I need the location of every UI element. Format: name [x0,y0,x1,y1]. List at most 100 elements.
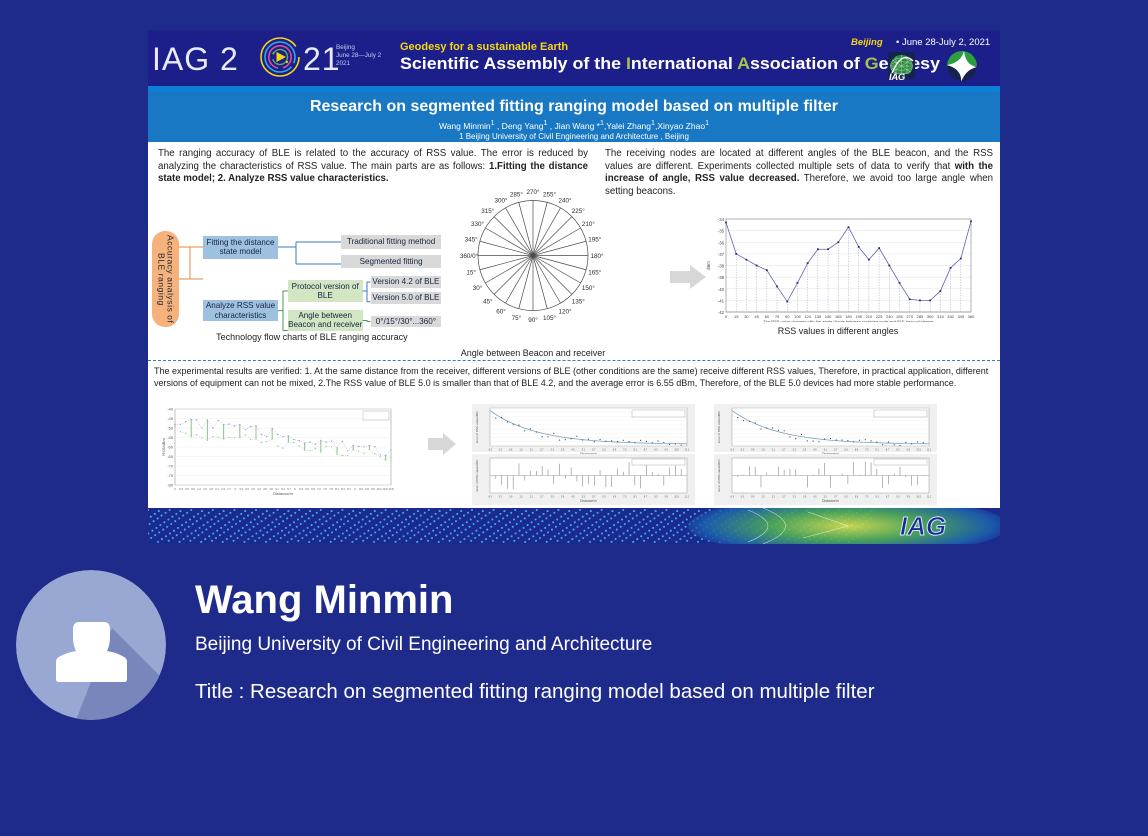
svg-text:2.7: 2.7 [227,487,231,491]
svg-text:Distance/m: Distance/m [822,499,839,503]
svg-text:The RSS value changes with the: The RSS value changes with the angle (An… [763,319,934,322]
svg-text:285°: 285° [510,190,524,198]
svg-text:Error of RSS value/dBm: Error of RSS value/dBm [475,459,479,491]
svg-text:3.6: 3.6 [245,487,249,491]
svg-text:180°: 180° [590,252,604,260]
svg-text:-40: -40 [167,407,174,412]
svg-text:30°: 30° [473,284,483,292]
svg-text:7.2: 7.2 [317,487,321,491]
svg-text:2021: 2021 [336,60,351,67]
svg-text:-35: -35 [718,229,725,234]
svg-text:-37: -37 [718,252,725,257]
svg-text:10.5: 10.5 [916,497,921,499]
svg-text:0.3: 0.3 [179,487,183,491]
svg-text:1.8: 1.8 [209,487,213,491]
svg-text:4.5: 4.5 [263,487,267,491]
svg-text:2.4: 2.4 [221,487,225,491]
svg-text:IAG 2: IAG 2 [152,41,239,77]
svg-text:6: 6 [294,487,296,491]
svg-text:-39: -39 [718,275,725,280]
svg-text:Beijing: Beijing [851,37,883,48]
svg-text:6.9: 6.9 [311,487,315,491]
svg-text:210°: 210° [582,220,596,228]
svg-text:225°: 225° [572,207,586,215]
svg-text:-70: -70 [167,464,174,469]
svg-text:-36: -36 [718,240,725,245]
svg-text:11.1: 11.1 [927,450,932,452]
svg-text:3: 3 [234,487,236,491]
svg-text:Distance/m: Distance/m [580,499,597,503]
svg-text:255°: 255° [543,190,557,198]
svg-text:135°: 135° [572,297,586,305]
svg-text:300°: 300° [494,197,508,205]
svg-text:Distance/m: Distance/m [273,491,294,496]
svg-text:Error of RSS value/dBm: Error of RSS value/dBm [717,410,721,443]
svg-text:345: 345 [957,314,964,319]
svg-text:8.4: 8.4 [341,487,345,491]
svg-text:45: 45 [754,314,759,319]
svg-text:10.5: 10.5 [382,487,388,491]
svg-text:Scientific Assembly of the Int: Scientific Assembly of the International… [400,55,941,73]
svg-text:-45: -45 [167,416,174,421]
svg-text:45°: 45° [483,297,493,305]
svg-text:11.1: 11.1 [684,450,689,452]
svg-text:-40: -40 [718,287,725,292]
svg-text:• June 28-July 2, 2021: • June 28-July 2, 2021 [896,37,990,48]
svg-text:3.9: 3.9 [251,487,255,491]
svg-text:dBm: dBm [706,261,711,270]
svg-text:315°: 315° [481,207,495,215]
svg-text:10.8: 10.8 [388,487,394,491]
svg-text:6.3: 6.3 [299,487,303,491]
svg-text:10.5: 10.5 [916,450,921,452]
svg-text:8.1: 8.1 [335,487,339,491]
svg-text:RSS/dBm: RSS/dBm [161,438,166,456]
svg-text:7.5: 7.5 [323,487,327,491]
svg-text:6.6: 6.6 [305,487,309,491]
svg-text:-34: -34 [718,217,725,222]
svg-text:330°: 330° [471,220,485,228]
svg-text:15°: 15° [466,269,476,277]
svg-text:195°: 195° [588,236,602,244]
svg-text:0: 0 [725,314,728,319]
svg-text:120°: 120° [558,308,572,316]
svg-text:150°: 150° [582,284,596,292]
svg-text:9: 9 [354,487,356,491]
svg-text:270°: 270° [526,188,540,196]
svg-text:345°: 345° [465,236,479,244]
svg-text:0.9: 0.9 [191,487,195,491]
svg-text:-42: -42 [718,310,725,315]
svg-text:2.1: 2.1 [215,487,219,491]
svg-text:9.9: 9.9 [371,487,375,491]
svg-text:Error of RSS value/dBm: Error of RSS value/dBm [475,411,479,443]
svg-text:4.2: 4.2 [257,487,261,491]
svg-text:-41: -41 [718,298,725,303]
svg-text:10.5: 10.5 [674,496,679,498]
svg-text:21: 21 [303,41,341,77]
svg-text:8.7: 8.7 [347,487,351,491]
svg-text:Error of RSS value/dBm: Error of RSS value/dBm [717,459,721,492]
svg-text:165°: 165° [588,269,602,277]
svg-text:360/0°: 360/0° [460,252,479,260]
svg-text:90°: 90° [528,316,538,324]
svg-text:Beijing: Beijing [336,44,355,51]
svg-text:11.1: 11.1 [927,497,932,499]
svg-text:3.3: 3.3 [239,487,243,491]
svg-text:-50: -50 [167,426,174,431]
svg-text:Geodesy for a sustainable Eart: Geodesy for a sustainable Earth [400,41,568,53]
svg-text:IAG: IAG [889,72,906,82]
svg-text:75°: 75° [512,314,522,322]
svg-text:-55: -55 [167,435,174,440]
svg-text:30: 30 [744,314,749,319]
svg-text:-38: -38 [718,264,725,269]
svg-text:60°: 60° [496,308,506,316]
svg-text:10.5: 10.5 [674,450,679,452]
svg-text:15: 15 [734,314,739,319]
svg-text:June 28—July 2: June 28—July 2 [336,52,382,59]
svg-text:9.6: 9.6 [365,487,369,491]
svg-text:10.2: 10.2 [376,487,382,491]
svg-text:330: 330 [947,314,954,319]
svg-text:11.1: 11.1 [684,496,689,498]
svg-text:9.3: 9.3 [359,487,363,491]
svg-text:0.6: 0.6 [185,487,189,491]
svg-text:-75: -75 [167,473,174,478]
